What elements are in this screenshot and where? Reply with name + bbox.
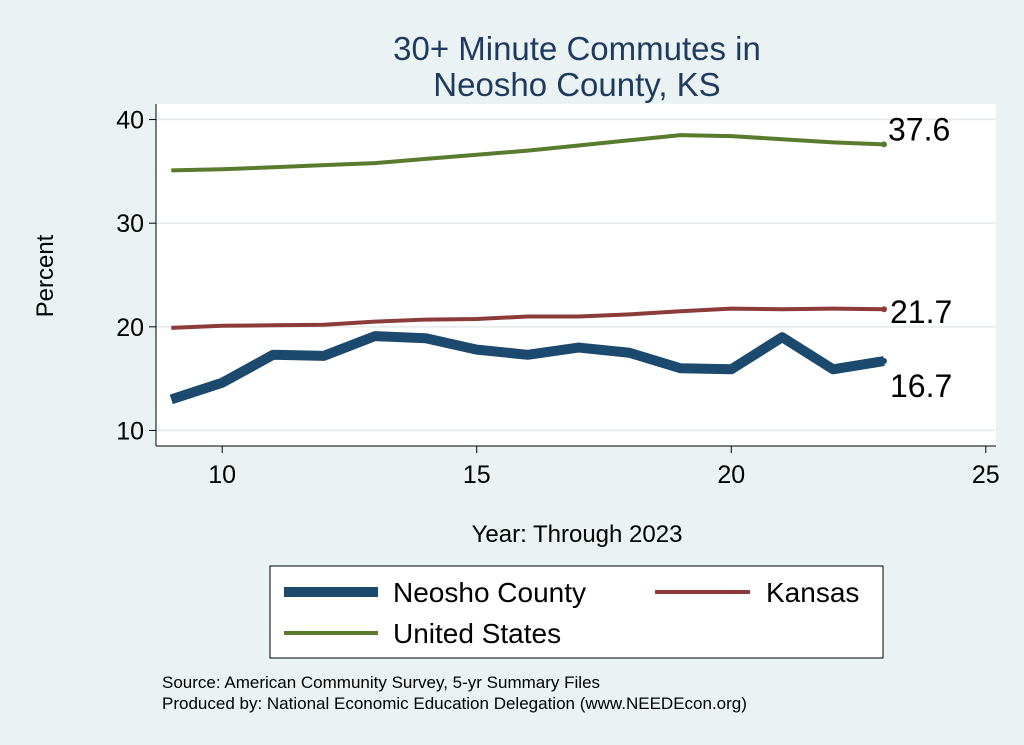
axes: 10 20 30 40 10 15 20 25	[116, 104, 1000, 489]
source-note: Source: American Community Survey, 5-yr …	[162, 673, 600, 692]
y-tick-label-10: 10	[116, 417, 144, 445]
chart-title-line-1: 30+ Minute Commutes in	[393, 30, 761, 67]
y-axis-title: Percent	[32, 234, 59, 317]
legend-label-kansas: Kansas	[766, 577, 859, 608]
end-label-neosho-county: 16.7	[890, 368, 952, 404]
series-line-kansas	[171, 306, 885, 330]
series-line-neosho-county	[169, 331, 885, 405]
legend-label-neosho-county: Neosho County	[393, 577, 586, 608]
end-label-kansas: 21.7	[890, 294, 952, 330]
series-lines	[169, 133, 887, 405]
y-tick-label-20: 20	[116, 314, 144, 342]
end-labels: 16.7 21.7 37.6	[888, 111, 952, 404]
x-tick-label-15: 15	[463, 461, 491, 489]
end-label-united-states: 37.6	[888, 111, 950, 147]
x-axis-title: Year: Through 2023	[472, 521, 683, 548]
end-point-kansas	[881, 306, 887, 313]
chart-title-line-2: Neosho County, KS	[433, 66, 720, 103]
plot-area	[156, 104, 996, 446]
y-tick-label-40: 40	[116, 107, 144, 135]
x-tick-label-10: 10	[208, 461, 236, 489]
legend-label-united-states: United States	[393, 618, 561, 649]
producer-note: Produced by: National Economic Education…	[162, 694, 747, 713]
series-line-united-states	[171, 133, 885, 173]
x-tick-label-25: 25	[972, 461, 1000, 489]
end-point-united-states	[881, 141, 887, 148]
legend-box	[269, 565, 884, 659]
x-tick-label-20: 20	[717, 461, 745, 489]
y-tick-label-30: 30	[116, 210, 144, 238]
end-point-neosho-county	[881, 358, 887, 365]
